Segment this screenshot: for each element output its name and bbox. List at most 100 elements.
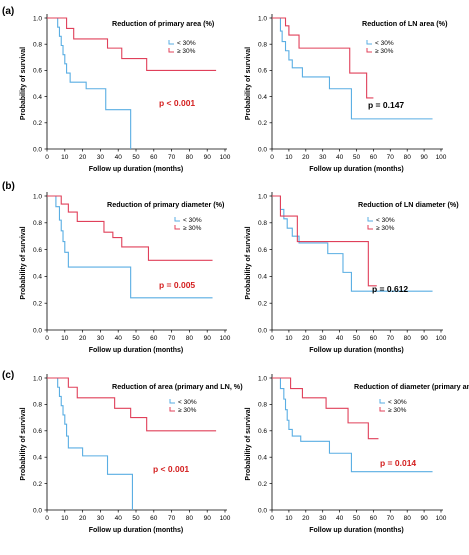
chart-title: Reduction of diameter (primary and LN, %…: [354, 382, 469, 391]
x-tick-label: 30: [319, 335, 327, 342]
row-label-c: (c): [2, 370, 14, 381]
x-tick-label: 50: [132, 515, 140, 522]
x-tick-label: 40: [115, 154, 123, 161]
x-tick-label: 90: [420, 154, 428, 161]
series-line-ge30: [272, 195, 377, 287]
x-tick-label: 0: [270, 515, 274, 522]
x-tick-label: 0: [270, 335, 274, 342]
x-tick-label: 90: [420, 515, 428, 522]
x-tick-label: 30: [97, 515, 105, 522]
x-tick-label: 10: [285, 154, 293, 161]
y-tick-label: 0.4: [258, 274, 267, 281]
x-tick-label: 30: [319, 154, 327, 161]
x-tick-label: 100: [436, 335, 447, 342]
x-tick-label: 80: [404, 515, 412, 522]
y-tick-label: 0.0: [33, 507, 42, 514]
x-tick-label: 40: [115, 335, 123, 342]
x-tick-label: 10: [61, 335, 69, 342]
legend-label: < 30%: [388, 399, 407, 406]
x-tick-label: 0: [45, 335, 49, 342]
y-tick-label: 0.0: [258, 327, 267, 334]
series-line-ge30: [47, 377, 217, 432]
x-tick-label: 20: [302, 335, 310, 342]
x-tick-label: 50: [353, 335, 361, 342]
y-tick-label: 1.0: [258, 15, 267, 22]
y-axis-label: Probability of survival: [245, 226, 252, 299]
x-tick-label: 20: [79, 515, 87, 522]
y-tick-label: 0.6: [33, 68, 42, 75]
y-tick-label: 0.6: [258, 247, 267, 254]
y-axis-label: Probability of survival: [20, 407, 27, 480]
x-tick-label: 100: [436, 515, 447, 522]
p-value-annotation: p < 0.001: [153, 464, 189, 474]
x-tick-label: 50: [132, 154, 140, 161]
p-value-annotation: p = 0.612: [372, 284, 408, 294]
legend-label: < 30%: [376, 217, 395, 224]
legend-label: ≥ 30%: [376, 225, 395, 232]
y-tick-label: 0.0: [33, 327, 42, 334]
series-line-lt30: [272, 377, 433, 473]
series-line-ge30: [272, 17, 374, 99]
x-tick-label: 60: [150, 335, 158, 342]
series-line-lt30: [47, 195, 213, 299]
y-tick-label: 0.8: [258, 220, 267, 227]
x-tick-label: 100: [220, 515, 231, 522]
y-tick-label: 0.4: [258, 94, 267, 101]
x-tick-label: 30: [97, 335, 105, 342]
p-value-annotation: p = 0.147: [368, 100, 404, 110]
legend-swatch: [174, 225, 180, 230]
y-tick-label: 0.2: [258, 120, 267, 127]
x-tick-label: 30: [319, 515, 327, 522]
x-tick-label: 20: [302, 154, 310, 161]
x-tick-label: 50: [132, 335, 140, 342]
x-tick-label: 10: [61, 154, 69, 161]
x-tick-label: 80: [186, 335, 194, 342]
x-tick-label: 20: [79, 335, 87, 342]
chart-title: Reduction of primary area (%): [112, 19, 215, 28]
row-label-b: (b): [2, 181, 15, 192]
y-tick-label: 0.8: [33, 402, 42, 409]
y-tick-label: 1.0: [258, 193, 267, 200]
x-tick-label: 20: [79, 154, 87, 161]
x-tick-label: 80: [186, 515, 194, 522]
legend-label: < 30%: [177, 40, 196, 47]
y-tick-label: 0.0: [33, 146, 42, 153]
chart-title: Reduction of area (primary and LN, %): [112, 382, 243, 391]
y-tick-label: 0.4: [33, 455, 42, 462]
x-tick-label: 70: [168, 335, 176, 342]
legend-swatch: [379, 407, 385, 412]
x-tick-label: 90: [204, 515, 212, 522]
legend-swatch: [169, 399, 175, 404]
legend-label: ≥ 30%: [388, 407, 407, 414]
legend-swatch: [169, 407, 175, 412]
series-line-ge30: [47, 17, 217, 71]
series-line-lt30: [47, 377, 133, 510]
y-tick-label: 1.0: [33, 193, 42, 200]
y-tick-label: 0.8: [33, 42, 42, 49]
legend-label: ≥ 30%: [183, 225, 202, 232]
y-tick-label: 0.6: [258, 68, 267, 75]
legend-swatch: [366, 48, 372, 53]
x-tick-label: 60: [150, 515, 158, 522]
x-axis-label: Follow up duration (months): [89, 166, 183, 173]
chart-panel-4: 0 10 20 30 40 50 60 70 80 90 100 0.0 0.2 0.4 0.6 0.8 1.0…: [245, 192, 459, 354]
y-tick-label: 0.2: [33, 301, 42, 308]
y-tick-label: 1.0: [33, 375, 42, 382]
x-tick-label: 80: [404, 154, 412, 161]
x-axis-label: Follow up duration (months): [309, 166, 403, 173]
x-tick-label: 90: [204, 154, 212, 161]
y-tick-label: 0.6: [33, 247, 42, 254]
x-tick-label: 40: [115, 515, 123, 522]
y-tick-label: 0.2: [33, 120, 42, 127]
x-axis-label: Follow up duration (months): [89, 347, 183, 354]
series-line-ge30: [272, 377, 379, 440]
x-tick-label: 40: [336, 515, 344, 522]
legend-swatch: [367, 217, 373, 222]
x-tick-label: 40: [336, 335, 344, 342]
y-tick-label: 0.0: [258, 507, 267, 514]
x-tick-label: 70: [387, 515, 395, 522]
x-axis-label: Follow up duration (months): [309, 527, 403, 534]
x-tick-label: 90: [204, 335, 212, 342]
y-axis-label: Probability of survival: [20, 226, 27, 299]
